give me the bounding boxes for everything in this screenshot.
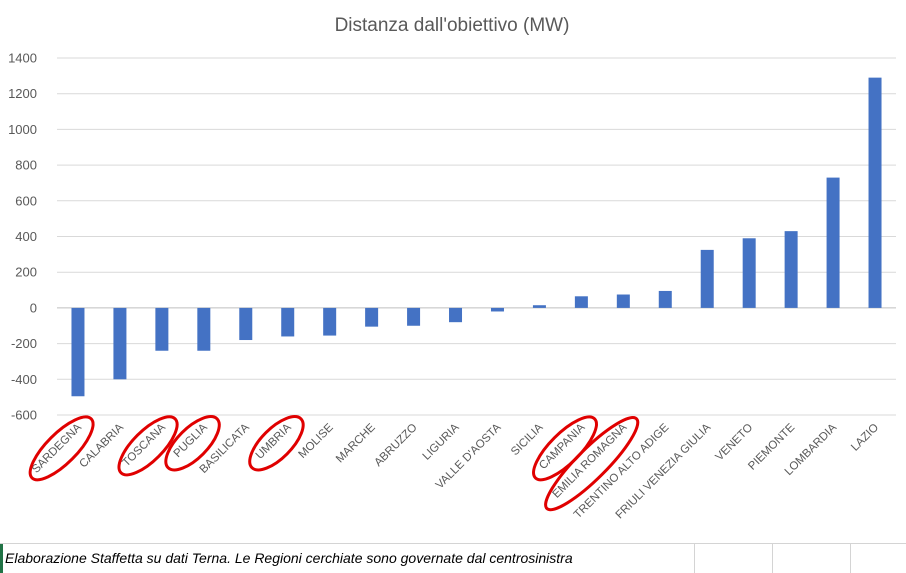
x-tick-label: SARDEGNA bbox=[30, 421, 84, 475]
cell-gridline bbox=[772, 544, 773, 573]
x-tick-label: EMILIA ROMAGNA bbox=[550, 421, 629, 500]
bar-chart: Distanza dall'obiettivo (MW) 1400 1200 100… bbox=[8, 15, 896, 521]
y-tick-label: -600 bbox=[11, 408, 37, 423]
bar bbox=[658, 290, 672, 308]
cell-selection-marker bbox=[0, 544, 3, 573]
bar bbox=[407, 307, 421, 326]
bar bbox=[71, 307, 85, 397]
cell-gridline bbox=[850, 544, 851, 573]
bar bbox=[490, 307, 504, 312]
y-tick-label: -400 bbox=[11, 372, 37, 387]
bar bbox=[449, 307, 463, 323]
highlight-circle bbox=[248, 415, 305, 472]
chart-title: Distanza dall'obiettivo (MW) bbox=[335, 15, 570, 36]
y-tick-label: 600 bbox=[15, 193, 37, 208]
bar bbox=[323, 307, 337, 336]
x-tick-label: LAZIO bbox=[849, 422, 881, 454]
footer-note[interactable]: Elaborazione Staffetta su dati Terna. Le… bbox=[5, 550, 573, 566]
highlight-circle bbox=[28, 415, 95, 482]
highlight-circle bbox=[544, 416, 640, 512]
y-tick-label: 200 bbox=[15, 265, 37, 280]
bars bbox=[71, 77, 882, 397]
y-tick-label: -200 bbox=[11, 336, 37, 351]
bar bbox=[742, 238, 756, 308]
bar bbox=[239, 307, 253, 341]
bar bbox=[784, 231, 798, 308]
bar bbox=[113, 307, 127, 380]
cell-gridline bbox=[694, 544, 695, 573]
x-tick-label: LIGURIA bbox=[421, 421, 462, 462]
x-tick-label: MARCHE bbox=[334, 421, 378, 465]
y-tick-label: 1200 bbox=[8, 86, 37, 101]
y-tick-label: 0 bbox=[30, 300, 37, 315]
spreadsheet-footer-row: Elaborazione Staffetta su dati Terna. Le… bbox=[0, 543, 906, 573]
highlight-circle bbox=[117, 415, 179, 477]
bar bbox=[574, 296, 588, 308]
bar bbox=[868, 77, 882, 308]
bar bbox=[826, 177, 840, 308]
x-tick-label: ABRUZZO bbox=[372, 422, 419, 469]
y-tick-label: 400 bbox=[15, 229, 37, 244]
bar bbox=[197, 307, 211, 351]
gridlines bbox=[57, 57, 896, 416]
highlight-circles bbox=[28, 415, 640, 512]
bar bbox=[155, 307, 169, 351]
y-tick-label: 800 bbox=[15, 158, 37, 173]
y-axis-ticks: 1400 1200 1000 800 600 400 200 0 -200 -400 -600 bbox=[8, 51, 37, 423]
bar bbox=[281, 307, 295, 337]
bar bbox=[700, 249, 714, 308]
bar bbox=[365, 307, 379, 327]
highlight-circle bbox=[164, 415, 221, 472]
bar bbox=[532, 305, 546, 308]
y-tick-label: 1000 bbox=[8, 122, 37, 137]
bar bbox=[616, 294, 630, 308]
x-tick-label: VENETO bbox=[714, 422, 756, 464]
y-tick-label: 1400 bbox=[8, 51, 37, 66]
